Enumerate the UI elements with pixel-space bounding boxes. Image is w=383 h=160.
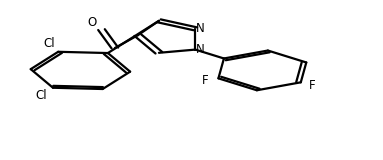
Text: Cl: Cl <box>36 89 47 102</box>
Text: F: F <box>202 74 208 87</box>
Text: N: N <box>196 43 205 56</box>
Text: O: O <box>87 16 97 29</box>
Text: F: F <box>309 80 316 92</box>
Text: N: N <box>196 22 205 35</box>
Text: Cl: Cl <box>43 37 55 50</box>
